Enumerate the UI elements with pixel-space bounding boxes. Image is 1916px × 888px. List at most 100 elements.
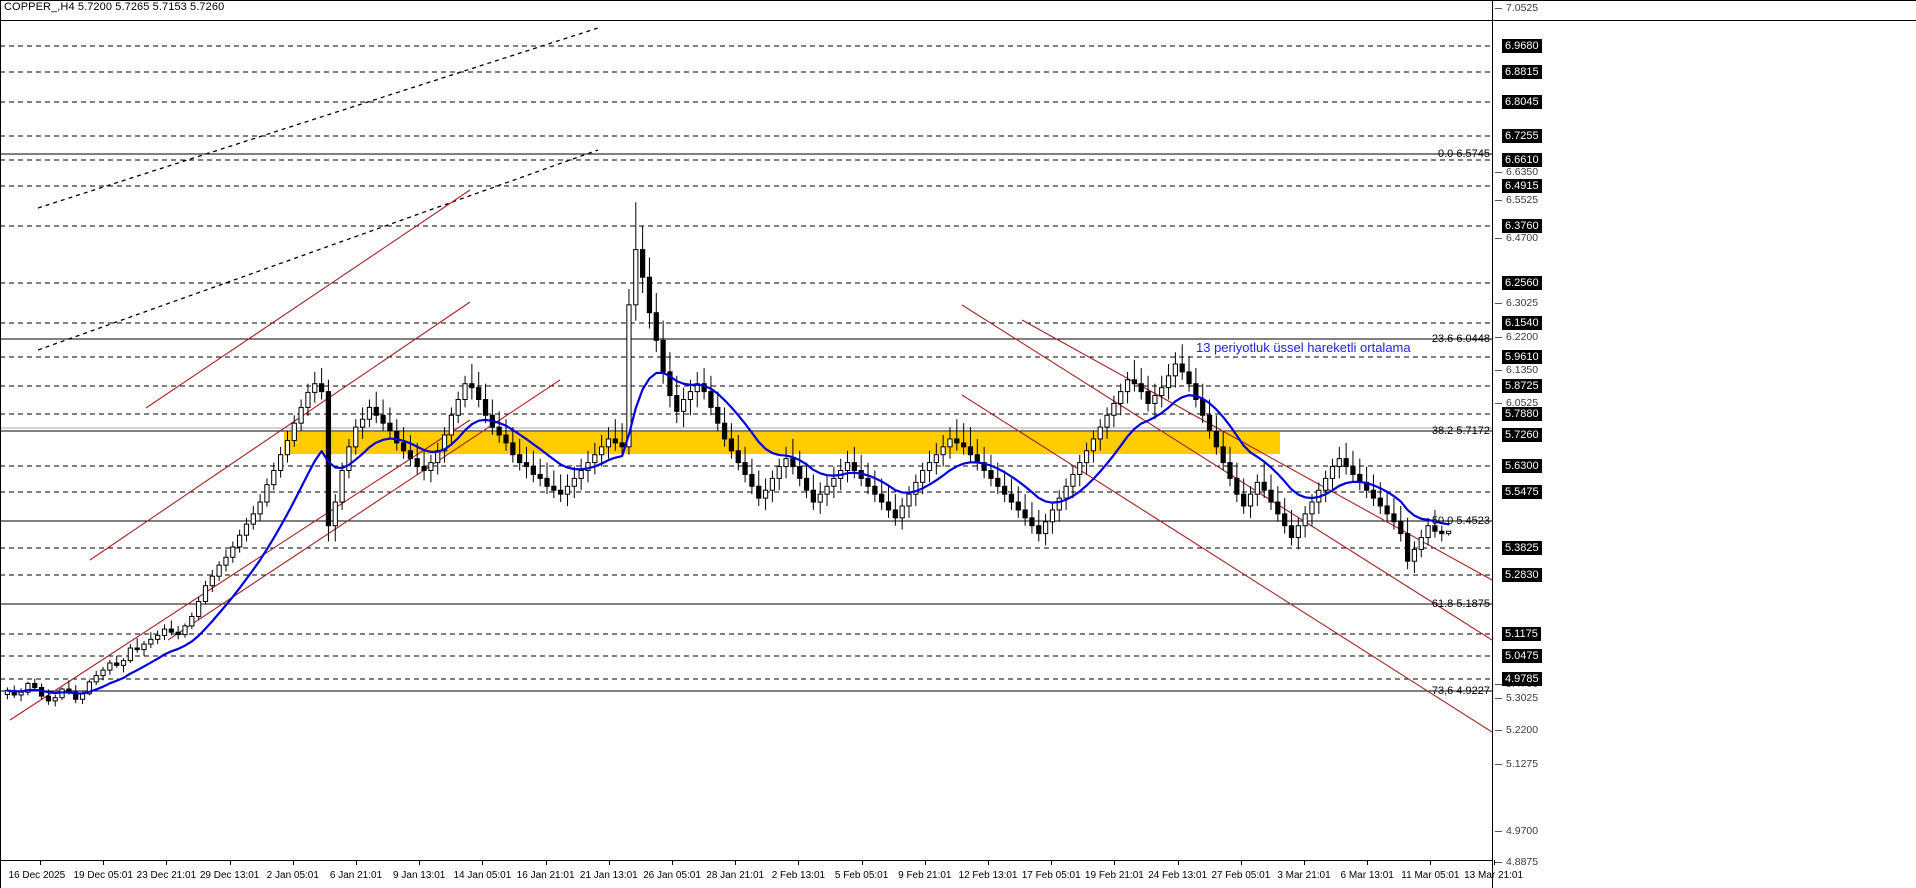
time-axis-label: 23 Dec 21:01 bbox=[136, 870, 197, 881]
time-axis-label: 19 Dec 05:01 bbox=[73, 870, 133, 881]
time-axis-label: 27 Feb 05:01 bbox=[1211, 870, 1271, 881]
price-level-label[interactable]: 6.3760 bbox=[1502, 219, 1542, 233]
time-tick-mark bbox=[1240, 860, 1242, 865]
time-axis-label: 5 Feb 05:01 bbox=[834, 870, 889, 881]
time-tick-mark bbox=[1177, 860, 1179, 865]
price-tick-mark bbox=[1495, 403, 1502, 404]
price-level-lines bbox=[0, 45, 1492, 680]
time-axis-label: 3 Mar 21:01 bbox=[1277, 870, 1331, 881]
time-tick-mark bbox=[419, 860, 421, 865]
price-level-label[interactable]: 6.1540 bbox=[1502, 316, 1542, 330]
price-level-label[interactable]: 6.9680 bbox=[1502, 39, 1542, 53]
fibonacci-level-label: 61.8 5.1875 bbox=[1431, 598, 1490, 610]
highlight-zone bbox=[284, 432, 1280, 454]
price-tick-label: 5.3025 bbox=[1506, 692, 1539, 704]
time-axis[interactable]: 16 Dec 2025 19 Dec 05:01 23 Dec 21:01 29 De… bbox=[0, 860, 1523, 888]
price-tick-mark bbox=[1495, 764, 1502, 765]
time-axis-label: 16 Dec 2025 bbox=[8, 870, 66, 881]
time-axis-label: 2 Jan 05:01 bbox=[266, 870, 319, 881]
time-axis-label: 6 Mar 13:01 bbox=[1340, 870, 1394, 881]
price-level-label[interactable]: 6.6610 bbox=[1502, 153, 1542, 167]
price-level-label[interactable]: 5.5475 bbox=[1502, 485, 1542, 499]
price-level-label[interactable]: 5.0475 bbox=[1502, 649, 1542, 663]
price-level-label[interactable]: 6.8815 bbox=[1502, 65, 1542, 79]
time-tick-mark bbox=[1430, 860, 1432, 865]
time-axis-label: 26 Jan 05:01 bbox=[643, 870, 701, 881]
time-tick-mark bbox=[1114, 860, 1116, 865]
time-tick-mark bbox=[1493, 860, 1495, 865]
time-tick-mark bbox=[1051, 860, 1053, 865]
price-tick-mark bbox=[1495, 337, 1502, 338]
time-axis-label: 16 Jan 21:01 bbox=[516, 870, 575, 881]
time-axis-label: 9 Jan 13:01 bbox=[393, 870, 446, 881]
price-axis[interactable]: 7.0525 6.6350 6.5525 6.4700 6.3025 6.2200 6.13… bbox=[1492, 0, 1916, 888]
price-tick-mark bbox=[1495, 370, 1502, 371]
price-tick-mark bbox=[1495, 862, 1502, 863]
price-tick-label: 5.2200 bbox=[1506, 724, 1539, 736]
price-level-label[interactable]: 5.7260 bbox=[1502, 428, 1542, 442]
time-axis-label: 2 Feb 13:01 bbox=[771, 870, 826, 881]
chart-left-border bbox=[0, 0, 1, 888]
time-axis-divider bbox=[0, 860, 1492, 861]
fibonacci-level-label: 73,6 4.9227 bbox=[1431, 685, 1490, 697]
ema-annotation-label: 13 periyotluk üssel hareketli ortalama bbox=[1196, 340, 1411, 355]
fibonacci-level-label: 50.0 5.4523 bbox=[1431, 515, 1490, 527]
price-tick-mark bbox=[1495, 684, 1502, 685]
price-level-label[interactable]: 5.2830 bbox=[1502, 568, 1542, 582]
time-axis-label: 13 Mar 21:01 bbox=[1464, 870, 1524, 881]
price-tick-mark bbox=[1495, 172, 1502, 173]
price-tick-mark bbox=[1495, 698, 1502, 699]
price-tick-label: 6.1350 bbox=[1506, 364, 1539, 376]
time-tick-mark bbox=[735, 860, 737, 865]
price-level-label[interactable]: 6.4915 bbox=[1502, 179, 1542, 193]
time-axis-label: 21 Jan 13:01 bbox=[579, 870, 638, 881]
time-tick-mark bbox=[292, 860, 294, 865]
price-level-label[interactable]: 5.3825 bbox=[1502, 541, 1542, 555]
time-tick-mark bbox=[40, 860, 41, 865]
time-tick-mark bbox=[545, 860, 547, 865]
price-tick-label: 6.5525 bbox=[1506, 194, 1539, 206]
plot-area[interactable]: 13 periyotluk üssel hareketli ortalama bbox=[0, 20, 1492, 860]
time-axis-label: 29 Dec 13:01 bbox=[199, 870, 260, 881]
time-tick-mark bbox=[798, 860, 800, 865]
time-tick-mark bbox=[356, 860, 357, 865]
chart-top-border bbox=[0, 20, 1916, 21]
price-tick-label: 6.6350 bbox=[1506, 166, 1539, 178]
time-tick-mark bbox=[608, 860, 610, 865]
price-level-label[interactable]: 5.1175 bbox=[1502, 627, 1541, 641]
time-tick-mark bbox=[229, 860, 231, 865]
price-level-label[interactable]: 6.7255 bbox=[1502, 129, 1542, 143]
dotted-trend-channel bbox=[37, 27, 599, 351]
price-level-label[interactable]: 5.6300 bbox=[1502, 459, 1542, 473]
price-plot-svg bbox=[0, 27, 1492, 733]
price-level-label[interactable]: 5.8725 bbox=[1502, 379, 1542, 393]
red-descending-trend-lines bbox=[961, 304, 1492, 733]
time-tick-mark bbox=[103, 860, 105, 865]
fibonacci-level-lines bbox=[0, 153, 1492, 692]
price-tick-label: 4.9700 bbox=[1506, 825, 1539, 837]
price-level-label[interactable]: 5.7880 bbox=[1502, 407, 1542, 421]
price-tick-label: 6.0525 bbox=[1506, 397, 1539, 409]
price-tick-label: 6.3025 bbox=[1506, 297, 1539, 309]
price-level-label[interactable]: 6.2560 bbox=[1502, 276, 1542, 290]
chart-outer-top-border bbox=[0, 0, 1916, 1]
time-axis-label: 17 Feb 05:01 bbox=[1021, 870, 1081, 881]
price-tick-mark bbox=[1495, 831, 1502, 832]
price-tick-mark bbox=[1495, 730, 1502, 731]
price-level-label[interactable]: 6.8045 bbox=[1502, 95, 1542, 109]
fibonacci-level-label: 23.6 6.0448 bbox=[1431, 333, 1490, 345]
price-tick-mark bbox=[1495, 200, 1502, 201]
price-tick-label: 6.2200 bbox=[1506, 331, 1539, 343]
time-axis-label: 28 Jan 21:01 bbox=[706, 870, 765, 881]
time-axis-label: 11 Mar 05:01 bbox=[1401, 870, 1460, 881]
price-level-label[interactable]: 5.9610 bbox=[1502, 350, 1542, 364]
time-axis-label: 19 Feb 21:01 bbox=[1084, 870, 1144, 881]
time-tick-mark bbox=[1304, 860, 1305, 865]
price-tick-label: 4.8875 bbox=[1506, 856, 1539, 868]
price-tick-label: 7.0525 bbox=[1506, 2, 1539, 14]
time-tick-mark bbox=[482, 860, 484, 865]
fibonacci-level-label: 0.0 6.5745 bbox=[1438, 148, 1490, 160]
price-level-label[interactable]: 4.9785 bbox=[1502, 672, 1542, 686]
time-tick-mark bbox=[924, 860, 926, 865]
time-tick-mark bbox=[1367, 860, 1369, 865]
